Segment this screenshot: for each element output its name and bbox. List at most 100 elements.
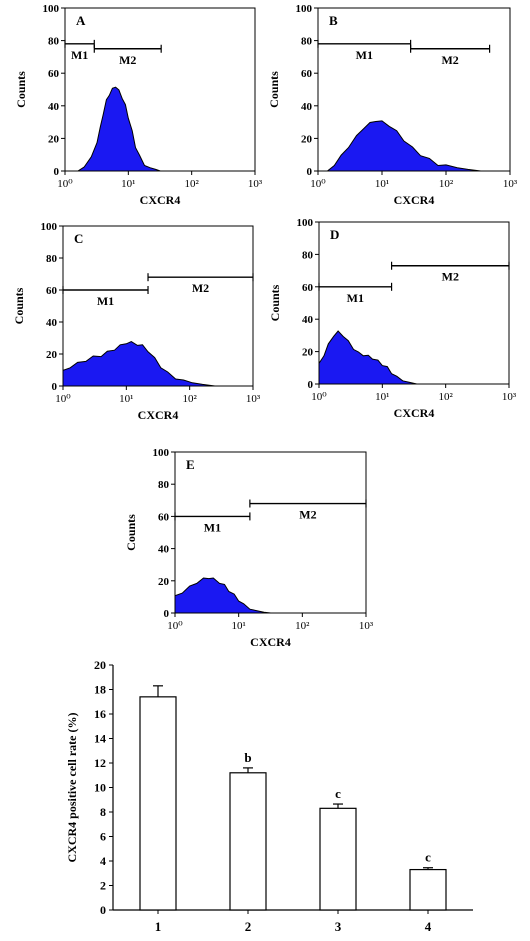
histogram-area bbox=[62, 341, 215, 387]
gate-label: M1 bbox=[71, 48, 88, 62]
x-tick-label: 10² bbox=[185, 178, 200, 190]
gate-label: M1 bbox=[204, 520, 221, 534]
y-tick-label: 60 bbox=[48, 68, 60, 80]
y-tick-label: 100 bbox=[153, 447, 170, 459]
y-tick-label: 100 bbox=[296, 3, 313, 15]
y-tick-label: 0 bbox=[308, 379, 314, 391]
bar bbox=[319, 807, 357, 911]
y-tick-label: 80 bbox=[48, 36, 60, 48]
y-tick-label: 40 bbox=[302, 314, 314, 326]
y-axis-label: Counts bbox=[267, 71, 281, 108]
y-tick-label: 0 bbox=[52, 381, 58, 393]
gate-label: M1 bbox=[356, 48, 373, 62]
y-tick-label: 20 bbox=[301, 133, 313, 145]
bar-y-tick-label: 2 bbox=[100, 879, 106, 893]
y-tick-label: 60 bbox=[302, 282, 314, 294]
bar-y-tick-label: 12 bbox=[94, 756, 106, 770]
bar-y-tick-label: 6 bbox=[100, 830, 106, 844]
panel-label: A bbox=[76, 13, 86, 28]
bar-category-label: 1 bbox=[155, 919, 162, 934]
histogram-area bbox=[174, 577, 271, 614]
x-tick-label: 10¹ bbox=[375, 178, 389, 190]
y-tick-label: 80 bbox=[302, 249, 314, 261]
y-tick-label: 100 bbox=[41, 221, 58, 233]
x-tick-label: 10² bbox=[439, 391, 454, 403]
x-axis-label: CXCR4 bbox=[394, 406, 435, 420]
y-tick-label: 60 bbox=[158, 511, 170, 523]
x-axis-label: CXCR4 bbox=[250, 635, 291, 649]
y-tick-label: 20 bbox=[48, 133, 60, 145]
significance-label: c bbox=[335, 786, 341, 801]
bar-y-tick-label: 18 bbox=[94, 683, 106, 697]
gate-label: M1 bbox=[347, 291, 364, 305]
panel-label: E bbox=[186, 457, 195, 472]
y-tick-label: 80 bbox=[46, 253, 58, 265]
bar-category-label: 2 bbox=[245, 919, 252, 934]
bar-y-tick-label: 0 bbox=[100, 903, 106, 917]
y-tick-label: 60 bbox=[301, 68, 313, 80]
bar-y-axis-label: CXCR4 positive cell rate (%) bbox=[65, 713, 79, 863]
histogram-area bbox=[76, 86, 161, 172]
panel-label: C bbox=[74, 231, 83, 246]
x-tick-label: 10⁰ bbox=[311, 391, 327, 403]
y-tick-label: 0 bbox=[164, 608, 170, 620]
bar bbox=[409, 868, 447, 911]
y-tick-label: 40 bbox=[301, 101, 313, 113]
y-tick-label: 40 bbox=[48, 101, 60, 113]
x-axis-label: CXCR4 bbox=[140, 193, 181, 207]
gate-label: M2 bbox=[119, 53, 136, 67]
y-tick-label: 40 bbox=[46, 317, 58, 329]
y-tick-label: 20 bbox=[302, 347, 314, 359]
histogram-area bbox=[318, 330, 417, 385]
x-tick-label: 10³ bbox=[359, 620, 374, 632]
bar-y-tick-label: 10 bbox=[94, 781, 106, 795]
gate-label: M2 bbox=[441, 53, 458, 67]
y-tick-label: 0 bbox=[54, 166, 60, 178]
x-tick-label: 10³ bbox=[246, 393, 261, 405]
x-tick-label: 10⁰ bbox=[57, 178, 73, 190]
x-tick-label: 10¹ bbox=[119, 393, 133, 405]
panel-label: D bbox=[330, 227, 339, 242]
bar-category-label: 4 bbox=[425, 919, 432, 934]
plot-frame bbox=[64, 7, 256, 172]
bar-y-tick-label: 4 bbox=[100, 854, 106, 868]
histogram-area bbox=[325, 120, 481, 172]
plot-frame bbox=[62, 225, 254, 387]
y-tick-label: 20 bbox=[158, 576, 170, 588]
x-axis-label: CXCR4 bbox=[394, 193, 435, 207]
x-tick-label: 10¹ bbox=[232, 620, 246, 632]
bar-y-tick-label: 14 bbox=[94, 732, 106, 746]
y-axis-label: Counts bbox=[268, 284, 282, 321]
x-tick-label: 10² bbox=[439, 178, 454, 190]
plot-frame bbox=[174, 451, 367, 614]
significance-label: c bbox=[425, 850, 431, 865]
gate-label: M1 bbox=[97, 294, 114, 308]
x-axis-label: CXCR4 bbox=[138, 408, 179, 422]
x-tick-label: 10⁰ bbox=[310, 178, 326, 190]
y-tick-label: 100 bbox=[43, 3, 60, 15]
y-tick-label: 60 bbox=[46, 285, 58, 297]
x-tick-label: 10¹ bbox=[375, 391, 389, 403]
gate-label: M2 bbox=[192, 281, 209, 295]
x-tick-label: 10³ bbox=[502, 391, 517, 403]
bar-category-label: 3 bbox=[335, 919, 342, 934]
panel-label: B bbox=[329, 13, 338, 28]
x-tick-label: 10¹ bbox=[121, 178, 135, 190]
gate-label: M2 bbox=[442, 270, 459, 284]
y-tick-label: 40 bbox=[158, 544, 170, 556]
x-tick-label: 10² bbox=[295, 620, 310, 632]
significance-label: b bbox=[244, 750, 251, 765]
y-axis-label: Counts bbox=[12, 287, 26, 324]
x-tick-label: 10³ bbox=[503, 178, 518, 190]
y-axis-label: Counts bbox=[14, 71, 28, 108]
y-tick-label: 80 bbox=[158, 479, 170, 491]
y-axis-label: Counts bbox=[124, 514, 138, 551]
y-tick-label: 80 bbox=[301, 36, 313, 48]
plot-frame bbox=[317, 7, 511, 172]
bar bbox=[139, 696, 177, 911]
x-tick-label: 10² bbox=[183, 393, 198, 405]
bar bbox=[229, 772, 267, 911]
x-tick-label: 10⁰ bbox=[167, 620, 183, 632]
x-tick-label: 10³ bbox=[248, 178, 263, 190]
